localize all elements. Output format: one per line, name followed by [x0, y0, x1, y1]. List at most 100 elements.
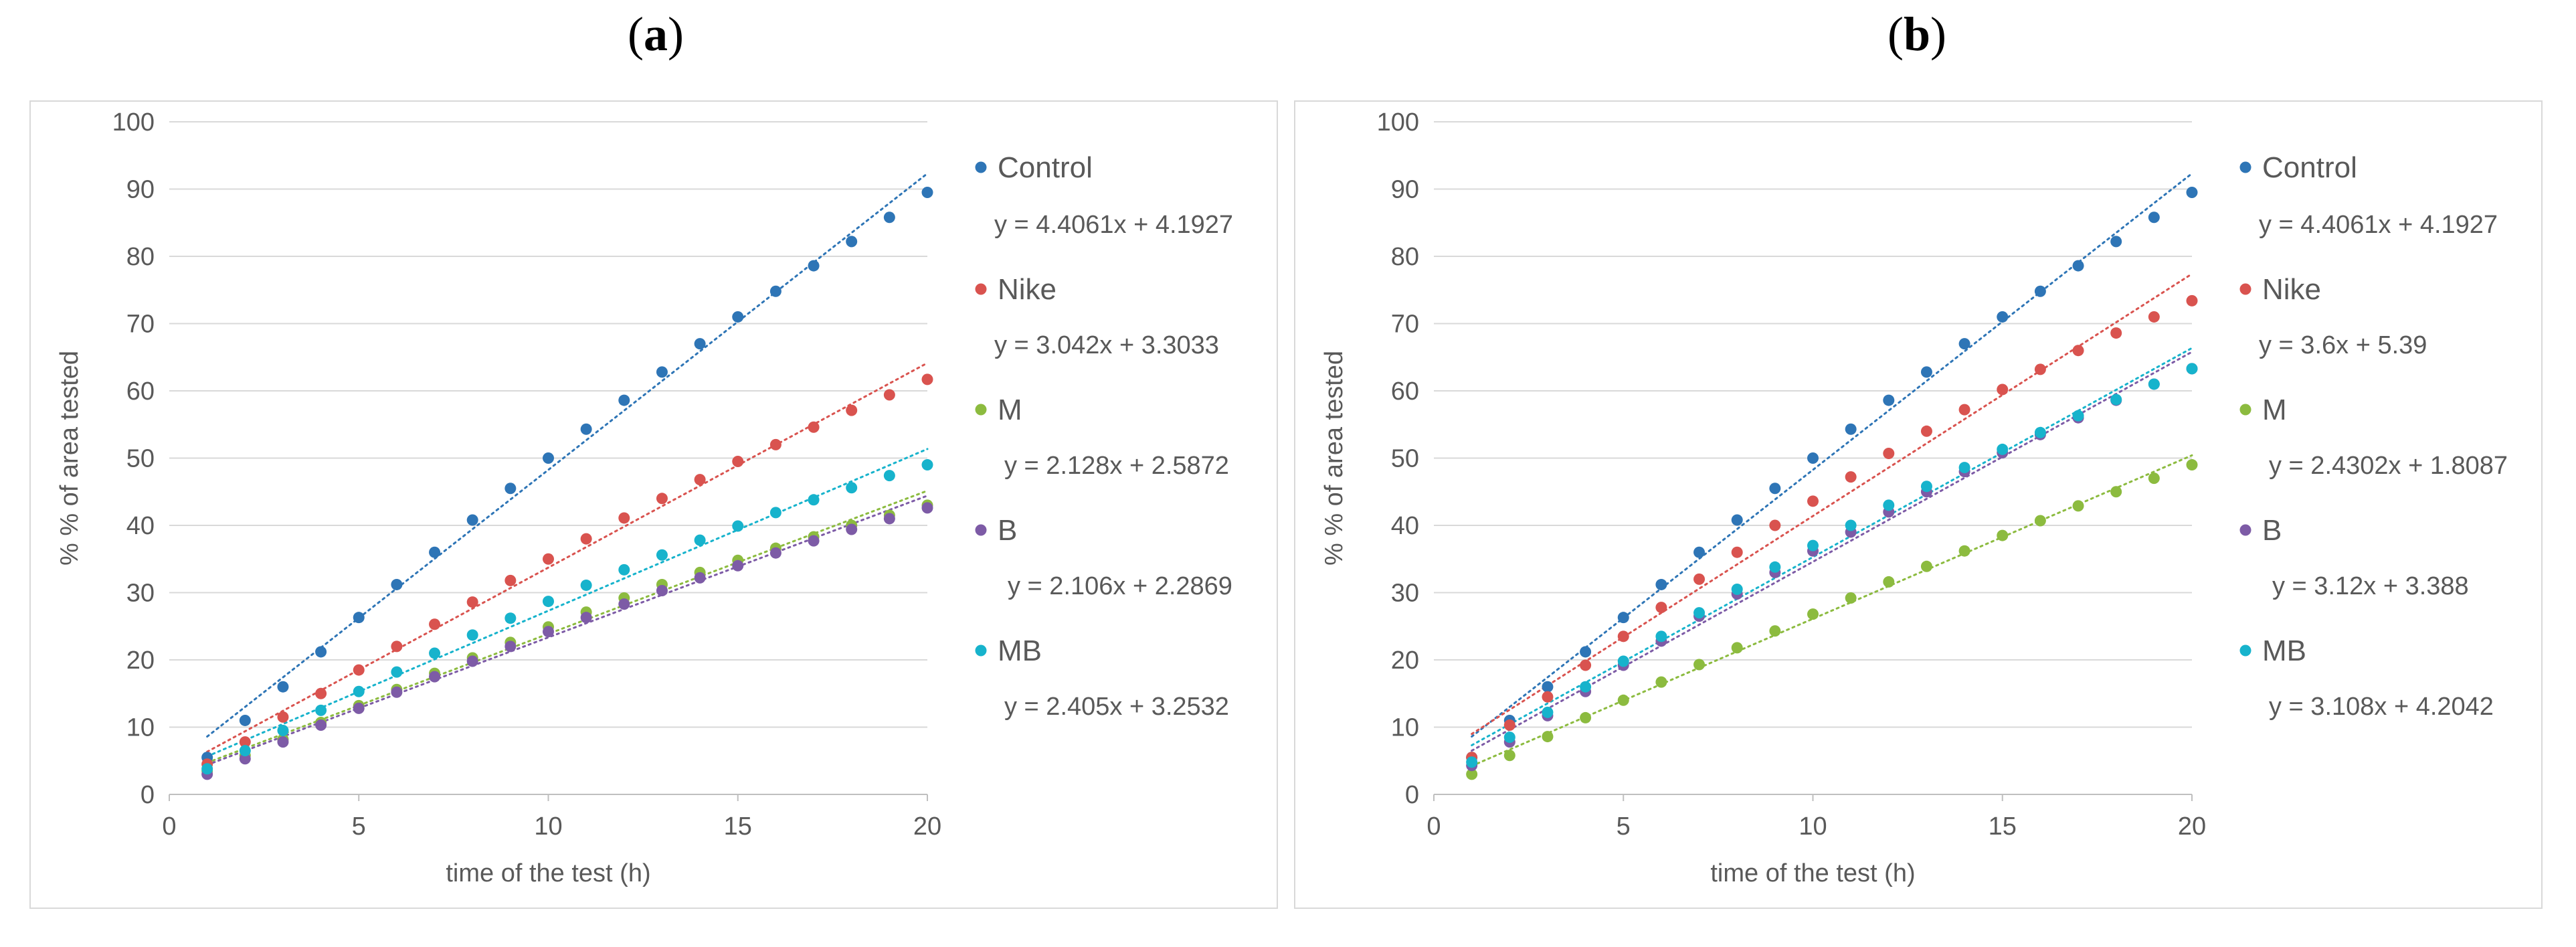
data-point-b — [391, 686, 403, 698]
data-point-m — [1580, 711, 1592, 723]
data-point-mb — [1997, 443, 2009, 455]
trendline-equation-b: y = 3.12x + 3.388 — [2272, 572, 2469, 600]
data-point-m — [2034, 515, 2046, 527]
data-point-nike — [2110, 327, 2122, 339]
data-point-b — [429, 671, 441, 683]
data-point-control — [353, 612, 365, 624]
trendline-nike — [206, 361, 929, 753]
data-point-nike — [1958, 404, 1970, 416]
data-point-nike — [1807, 495, 1819, 507]
legend-marker-m — [975, 404, 987, 416]
data-point-m — [1466, 768, 1478, 780]
data-point-control — [1997, 311, 2009, 323]
data-point-control — [391, 578, 403, 590]
x-tick-label: 20 — [2178, 812, 2206, 841]
legend-marker-control — [975, 161, 987, 173]
data-point-nike — [1845, 471, 1857, 483]
x-tick-label: 0 — [162, 812, 176, 841]
trendline-control — [1471, 172, 2193, 738]
data-point-m — [2186, 459, 2198, 471]
data-point-mb — [1845, 519, 1857, 531]
data-point-control — [2148, 211, 2160, 224]
data-point-control — [846, 236, 858, 248]
data-point-mb — [1958, 462, 1970, 474]
y-tick-label: 0 — [1405, 781, 1419, 809]
data-point-mb — [1617, 655, 1629, 667]
data-point-control — [1958, 338, 1970, 350]
panel-label-b: (b) — [1887, 7, 1946, 61]
data-point-mb — [353, 685, 365, 697]
data-point-mb — [1580, 681, 1592, 693]
data-point-mb — [1883, 499, 1895, 511]
data-point-nike — [694, 474, 706, 486]
trendline-equation-nike: y = 3.6x + 5.39 — [2259, 331, 2427, 359]
data-point-control — [1769, 483, 1781, 495]
data-point-m — [1845, 592, 1857, 604]
trendline-b — [206, 495, 929, 766]
y-tick-label: 70 — [126, 311, 155, 339]
trendline-equation-mb: y = 2.405x + 3.2532 — [1004, 693, 1229, 721]
data-point-mb — [580, 579, 592, 591]
data-point-nike — [1503, 719, 1515, 731]
legend-label-mb: MB — [2262, 634, 2306, 667]
data-point-m — [1883, 576, 1895, 588]
data-point-nike — [1920, 425, 1932, 437]
trendline-equation-control: y = 4.4061x + 4.1927 — [2259, 211, 2498, 239]
data-point-nike — [656, 493, 668, 505]
x-axis-title: time of the test (h) — [446, 859, 650, 887]
y-tick-label: 10 — [126, 714, 155, 742]
data-point-mb — [618, 564, 630, 576]
data-point-nike — [618, 512, 630, 524]
data-point-m — [1920, 560, 1932, 572]
y-tick-label: 40 — [126, 512, 155, 540]
data-point-m — [2072, 500, 2084, 512]
data-point-m — [1769, 625, 1781, 637]
data-point-control — [580, 423, 592, 435]
data-point-mb — [315, 704, 327, 716]
trendline-control — [206, 172, 929, 738]
y-tick-label: 0 — [141, 781, 155, 809]
x-axis-title: time of the test (h) — [1710, 859, 1915, 887]
data-point-control — [732, 311, 744, 323]
y-tick-label: 60 — [1391, 377, 1419, 406]
legend-label-nike: Nike — [2262, 273, 2321, 306]
y-tick-label: 100 — [1377, 108, 1419, 137]
data-point-b — [504, 640, 517, 653]
legend-marker-control — [2239, 161, 2251, 173]
data-point-nike — [1693, 573, 1706, 585]
legend-label-nike: Nike — [998, 273, 1056, 306]
data-point-control — [769, 285, 781, 297]
y-tick-label: 90 — [126, 176, 155, 204]
data-point-b — [277, 736, 289, 748]
data-point-control — [315, 646, 327, 658]
data-point-control — [1845, 423, 1857, 435]
data-point-control — [1731, 514, 1743, 526]
trendline-equation-m: y = 2.4302x + 1.8087 — [2269, 452, 2508, 480]
data-point-control — [1617, 612, 1629, 624]
legend-marker-b — [2239, 524, 2251, 536]
data-point-control — [656, 366, 668, 378]
data-point-b — [769, 547, 781, 559]
data-point-mb — [1769, 561, 1781, 573]
trendline-mb — [1471, 347, 2193, 747]
data-point-m — [2110, 486, 2122, 498]
data-point-nike — [1997, 383, 2009, 396]
data-point-nike — [277, 711, 289, 723]
data-point-control — [1542, 681, 1554, 693]
data-point-nike — [2186, 294, 2198, 307]
y-tick-label: 80 — [1391, 243, 1419, 271]
data-point-nike — [315, 687, 327, 699]
data-point-nike — [353, 664, 365, 676]
legend-label-mb: MB — [998, 634, 1042, 667]
trendline-nike — [1471, 272, 2193, 736]
data-point-b — [543, 626, 554, 638]
y-tick-label: 100 — [112, 108, 155, 137]
trendline-mb — [206, 448, 929, 758]
data-point-control — [1580, 646, 1592, 658]
y-tick-label: 20 — [1391, 647, 1419, 675]
data-point-mb — [1731, 583, 1743, 595]
y-tick-label: 80 — [126, 243, 155, 271]
data-point-mb — [1655, 630, 1667, 642]
data-point-m — [1807, 608, 1819, 620]
chart-svg-a: 0 10 20 30 40 50 60 70 80 90 100 0 5 10 15 20 time of th… — [56, 108, 1233, 887]
